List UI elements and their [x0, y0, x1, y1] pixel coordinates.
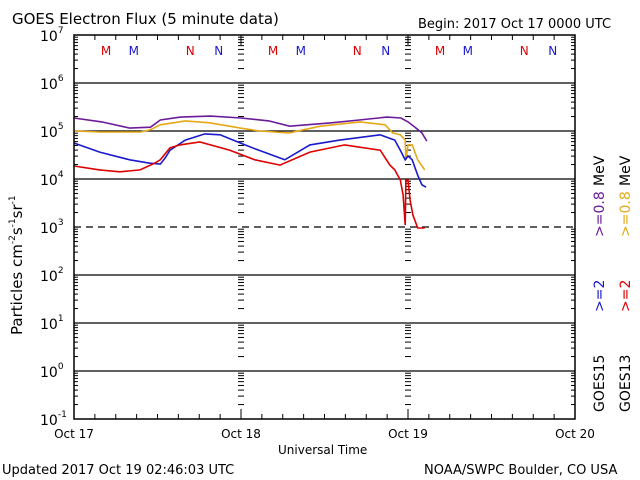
- mn-marker-n: N: [548, 44, 557, 58]
- mn-marker-m: M: [296, 44, 306, 58]
- chart-title: GOES Electron Flux (5 minute data): [12, 10, 279, 28]
- y-tick-label: 100: [40, 362, 64, 381]
- mn-marker-n: N: [381, 44, 390, 58]
- legend-row-goes13: GOES13 >=2 >=0.8 MeV: [618, 155, 634, 412]
- y-tick-label: 107: [40, 26, 64, 45]
- y-tick-label: 105: [40, 122, 64, 141]
- x-tick-labels: Oct 17 Oct 18 Oct 19 Oct 20: [54, 427, 595, 441]
- legend-08mev: >=0.8: [618, 191, 634, 237]
- plot-frame: [73, 34, 576, 420]
- y-label-main: Particles cm: [8, 244, 26, 335]
- mn-marker-n: N: [353, 44, 362, 58]
- y-tick-label: 104: [40, 170, 64, 189]
- series-goes13-2-mev: [73, 141, 425, 229]
- x-tick-label: Oct 20: [555, 427, 595, 441]
- y-tick-label: 101: [40, 314, 64, 333]
- svg-text:Particles cm-2s-1sr-1: Particles cm-2s-1sr-1: [8, 195, 26, 335]
- y-tick-label: 103: [40, 218, 64, 237]
- legend-unit: MeV: [618, 155, 634, 186]
- x-tick-label: Oct 17: [54, 427, 94, 441]
- mn-marker-m: M: [435, 44, 445, 58]
- legend-08mev: >=0.8: [592, 191, 608, 237]
- credit-text: NOAA/SWPC Boulder, CO USA: [424, 463, 617, 478]
- mn-marker-n: N: [186, 44, 195, 58]
- mn-marker-m: M: [129, 44, 139, 58]
- x-tick-label: Oct 19: [388, 427, 428, 441]
- mn-marker-m: M: [463, 44, 473, 58]
- x-axis-label: Universal Time: [278, 443, 367, 457]
- y-axis-label: Particles cm-2s-1sr-1: [8, 195, 26, 335]
- mn-marker-n: N: [520, 44, 529, 58]
- legend-2mev: >=2: [618, 280, 634, 312]
- legend-row-goes15: GOES15 >=2 >=0.8 MeV: [592, 155, 608, 412]
- legend-sat: GOES13: [618, 355, 634, 412]
- x-tick-label: Oct 18: [221, 427, 261, 441]
- gridlines: [74, 82, 575, 372]
- y-tick-label: 102: [40, 266, 64, 285]
- y-tick-labels: 107 106 105 104 103 102 101 100 10-1: [40, 26, 67, 429]
- series-goes13-0-8-mev: [73, 120, 426, 171]
- y-tick-label: 106: [40, 74, 64, 93]
- series-goes15-2-mev: [73, 133, 427, 188]
- begin-label: Begin: 2017 Oct 17 0000 UTC: [418, 17, 611, 32]
- y-tick-label: 10-1: [40, 410, 67, 429]
- legend: GOES15 >=2 >=0.8 MeV GOES13 >=2 >=0.8 MeV: [592, 155, 634, 412]
- updated-timestamp: Updated 2017 Oct 19 02:46:03 UTC: [2, 463, 234, 478]
- legend-sat: GOES15: [592, 355, 608, 412]
- mn-marker-m: M: [101, 44, 111, 58]
- data-series: [73, 115, 428, 229]
- mn-marker-n: N: [214, 44, 223, 58]
- legend-2mev: >=2: [592, 280, 608, 312]
- series-goes15-0-8-mev: [73, 115, 428, 142]
- legend-unit: MeV: [592, 155, 608, 186]
- mn-marker-m: M: [268, 44, 278, 58]
